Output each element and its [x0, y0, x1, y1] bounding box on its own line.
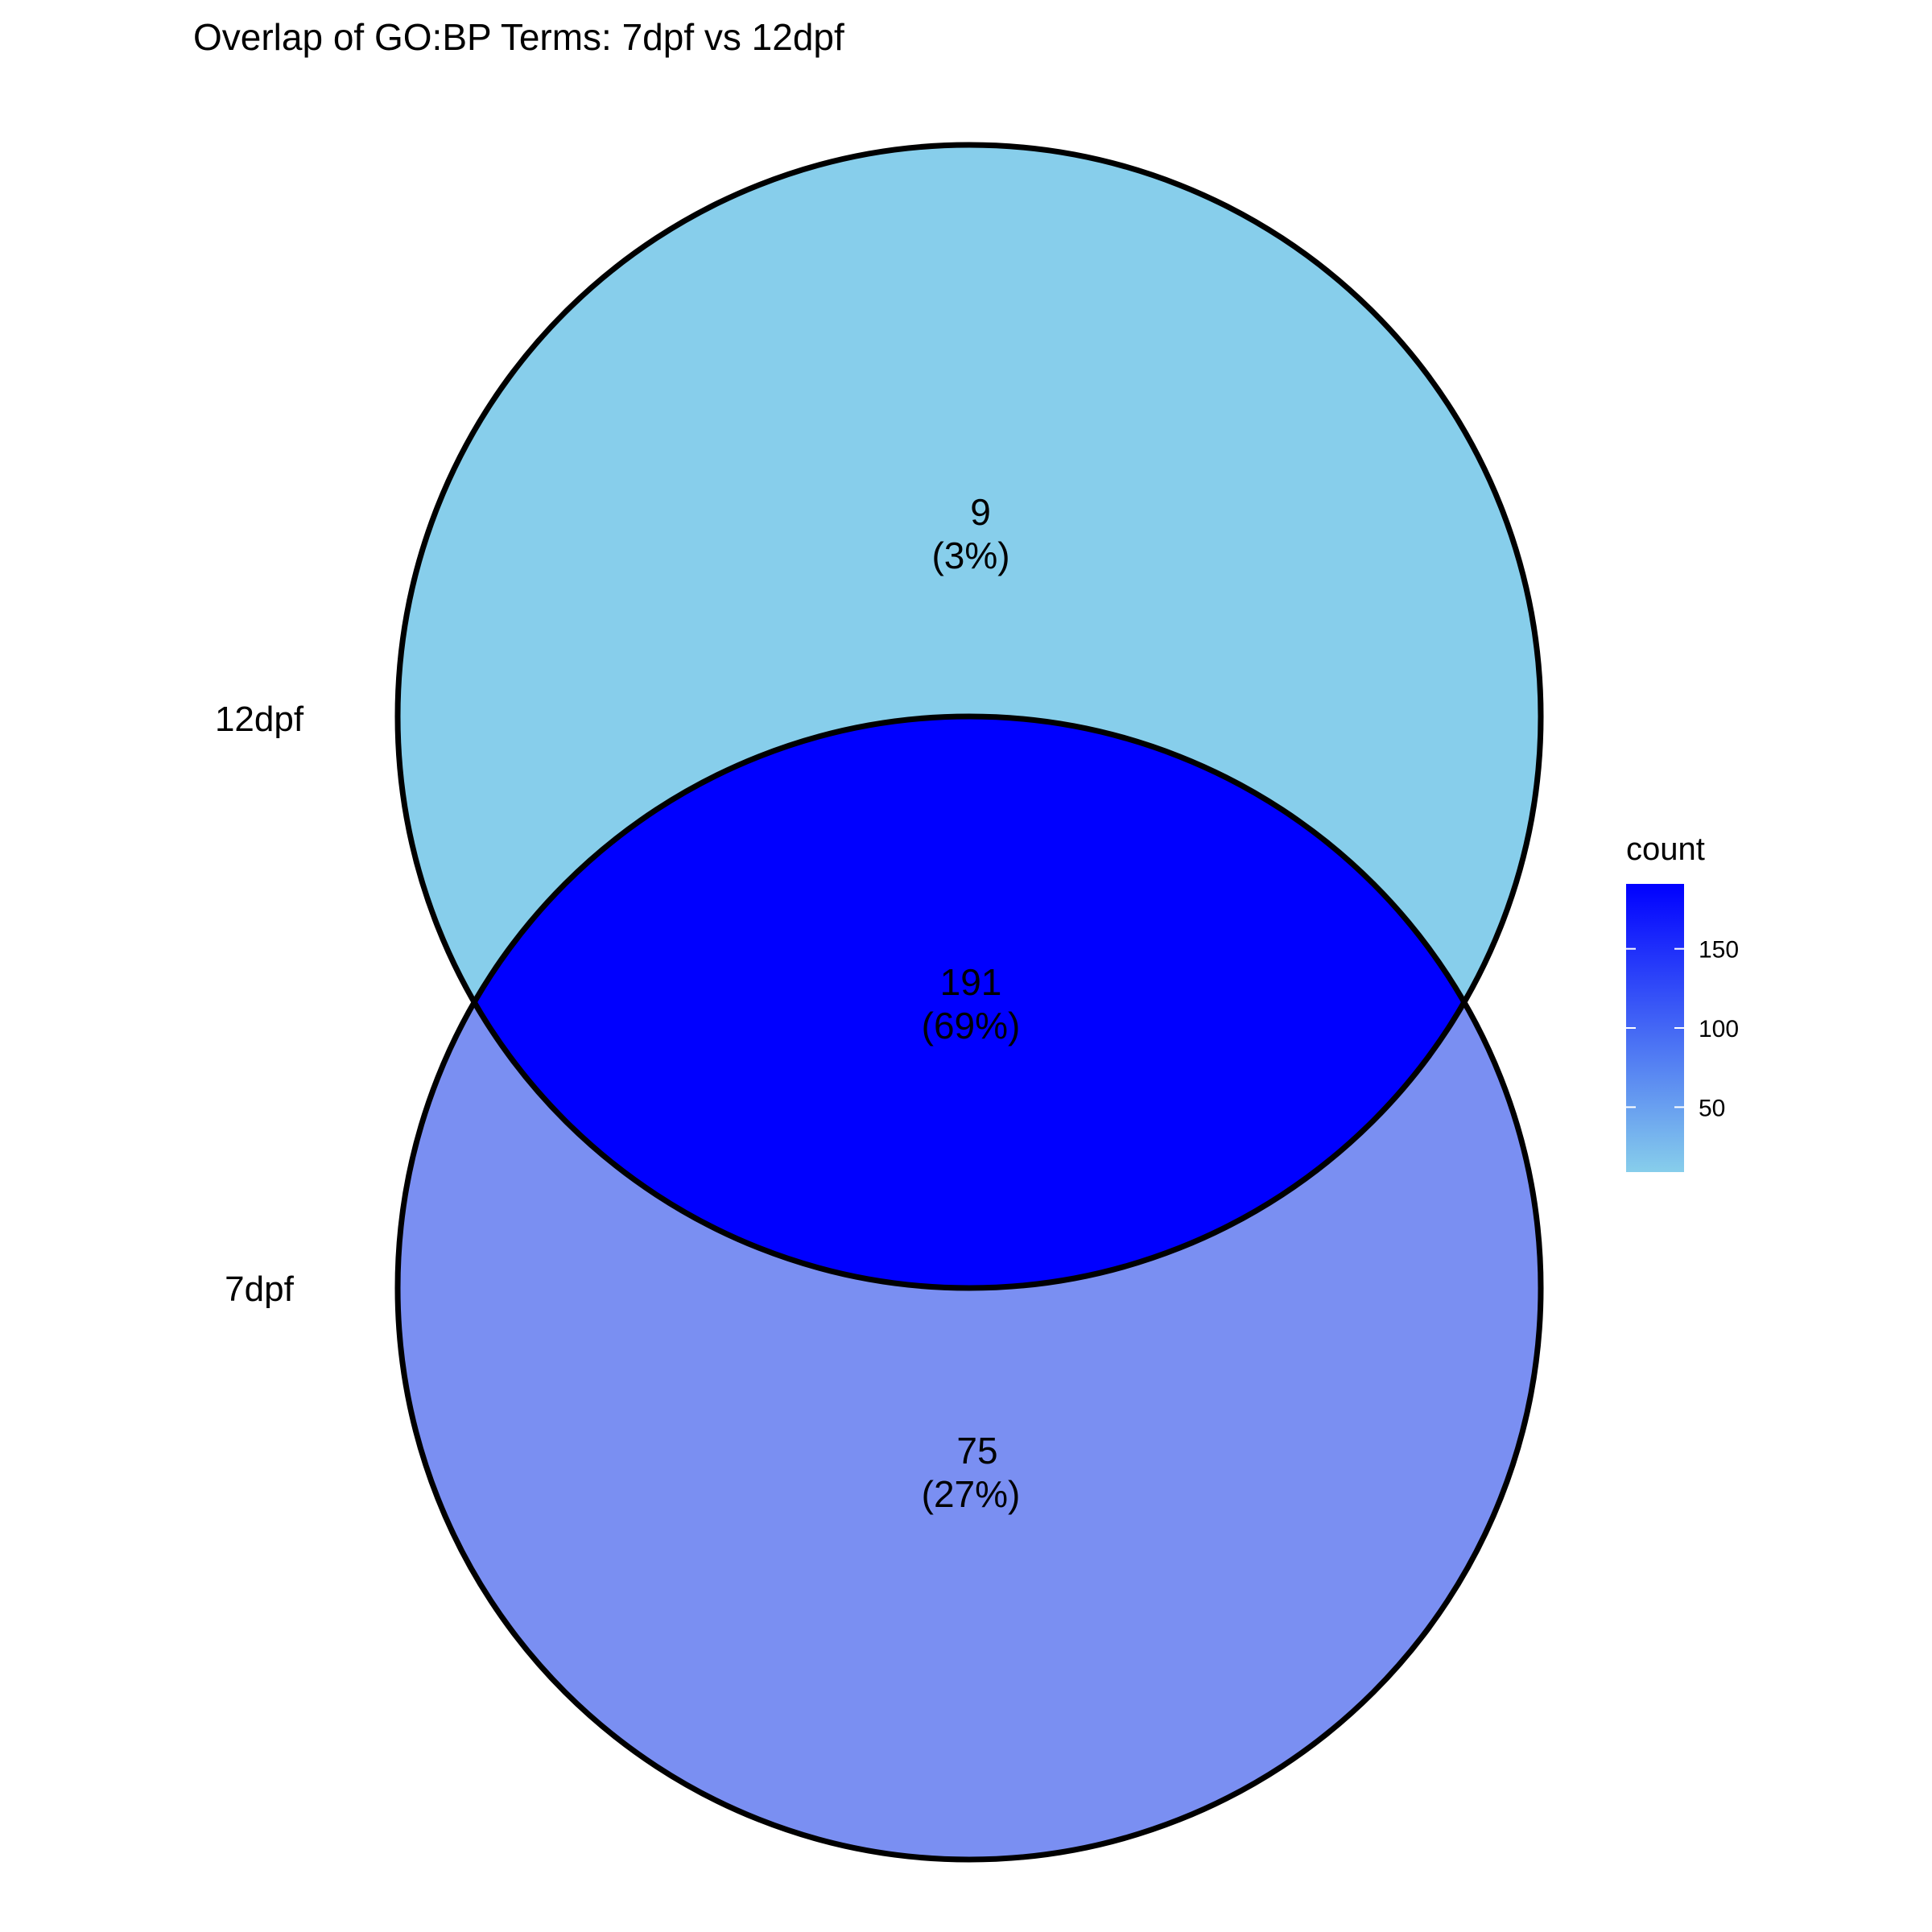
color-legend: count 50 100 150 — [1626, 832, 1739, 1172]
region-7dpf-only-percent: (27%) — [922, 1473, 1021, 1515]
legend-title: count — [1626, 832, 1705, 867]
region-intersection-fill — [398, 716, 1541, 1288]
circle-7dpf-outline — [394, 713, 1544, 1863]
chart-title: Overlap of GO:BP Terms: 7dpf vs 12dpf — [193, 16, 844, 58]
set-label-12dpf: 12dpf — [215, 700, 304, 739]
legend-tick-label: 150 — [1699, 937, 1739, 964]
circle-12dpf-outline — [394, 142, 1544, 1291]
region-intersection-count: 191 — [940, 961, 1002, 1003]
region-7dpf-only-count: 75 — [956, 1430, 997, 1472]
legend-tick-label: 100 — [1699, 1016, 1739, 1042]
region-12dpf-only-percent: (3%) — [931, 535, 1009, 576]
set-label-7dpf: 7dpf — [225, 1269, 294, 1309]
legend-tick-label: 50 — [1699, 1095, 1725, 1121]
legend-ticks: 50 100 150 — [1626, 937, 1739, 1121]
region-12dpf-only-count: 9 — [970, 491, 991, 533]
region-intersection-percent: (69%) — [922, 1005, 1021, 1046]
